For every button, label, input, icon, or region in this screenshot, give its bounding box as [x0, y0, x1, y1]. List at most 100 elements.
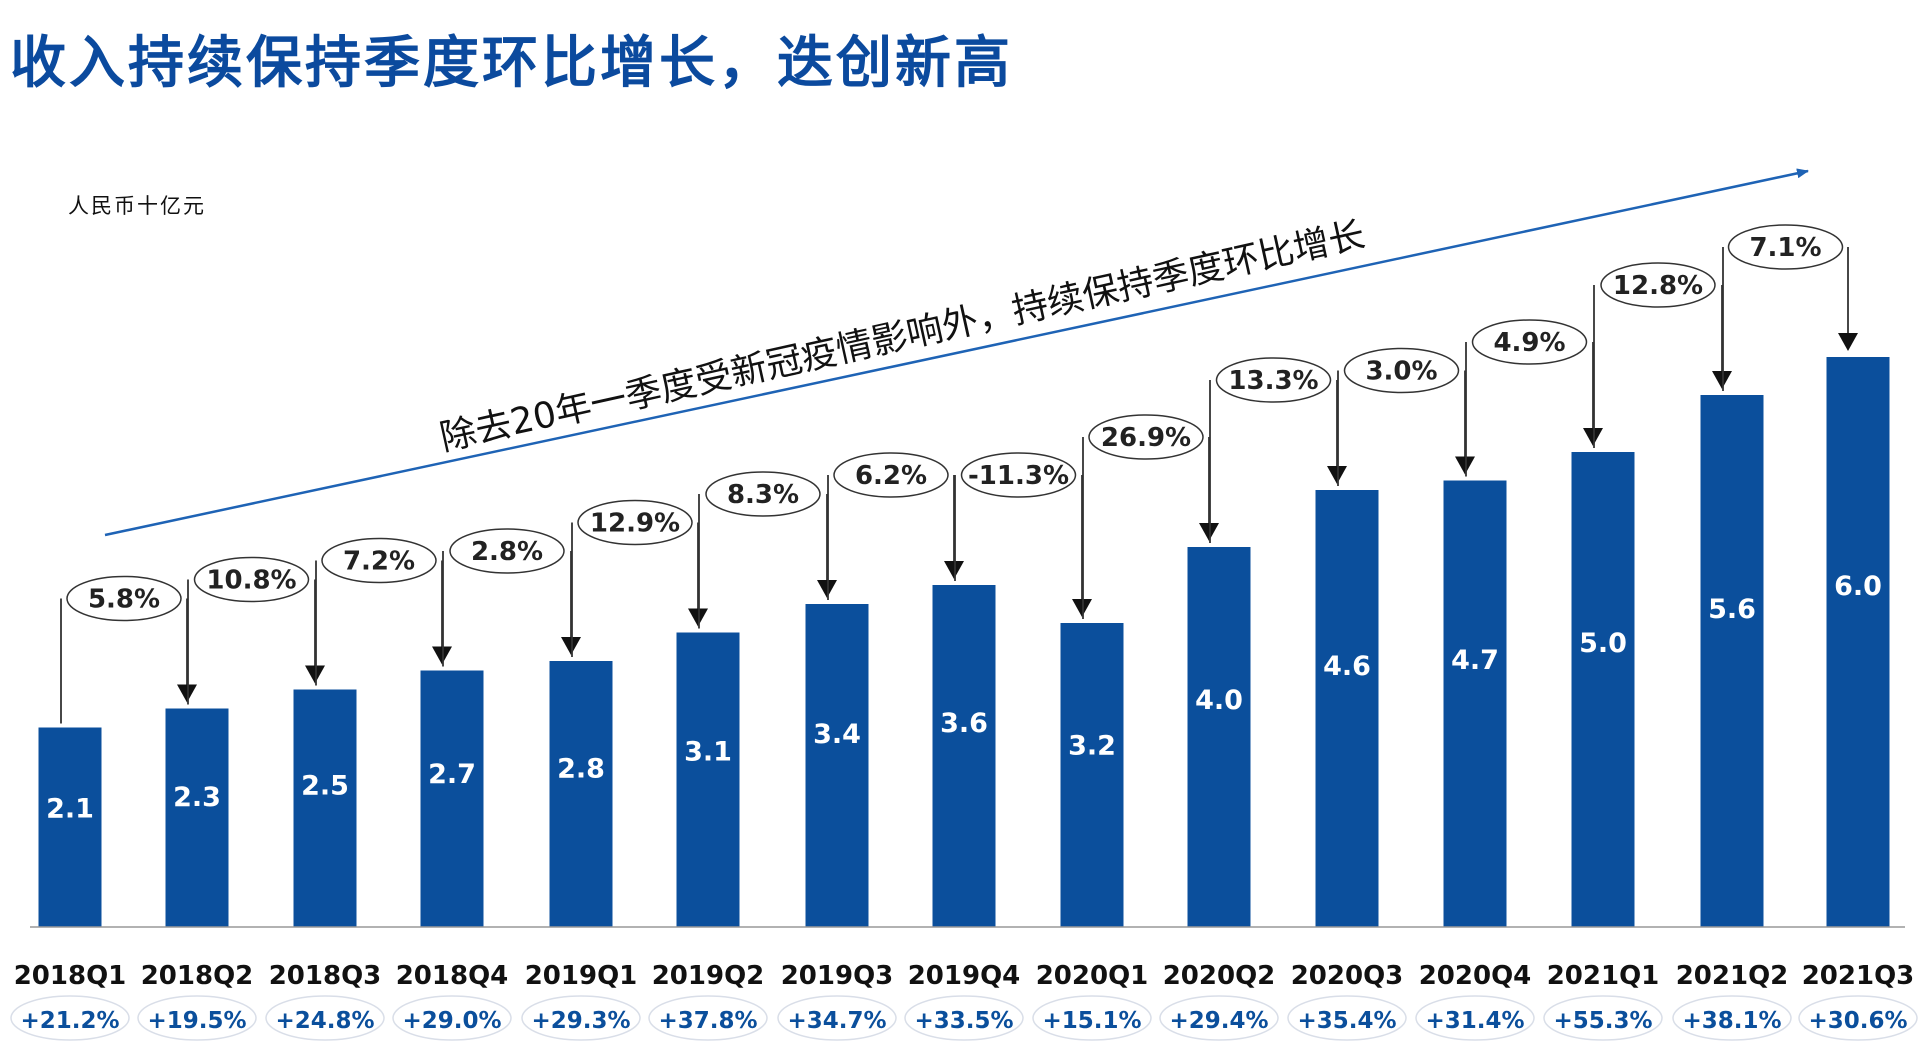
yoy-oval [777, 995, 897, 1041]
trend-annotation: 除去20年一季度受新冠疫情影响外，持续保持季度环比增长 [436, 214, 1368, 459]
yoy-growth-label: +30.6% [1808, 1008, 1907, 1034]
qoq-arrowhead [944, 561, 964, 579]
qoq-growth-label: 10.8% [206, 566, 296, 596]
bar-value-label: 2.1 [46, 793, 94, 824]
bar-value-label: 2.5 [301, 771, 349, 802]
qoq-oval [960, 452, 1077, 498]
category-label: 2019Q2 [652, 961, 765, 991]
bar-value-label: 3.2 [1068, 731, 1116, 762]
bar-2020Q3 [1315, 490, 1379, 927]
yoy-oval [648, 995, 768, 1041]
yoy-growth-label: +15.1% [1042, 1008, 1141, 1034]
yoy-oval [1032, 995, 1152, 1041]
qoq-oval [321, 537, 437, 584]
yoy-oval [1415, 995, 1535, 1041]
qoq-oval [1088, 414, 1204, 460]
yoy-oval [10, 995, 130, 1041]
category-label: 2021Q3 [1802, 961, 1915, 991]
qoq-oval [577, 499, 693, 546]
bar-value-label: 3.4 [813, 719, 861, 750]
bar-2021Q1 [1571, 452, 1635, 927]
yoy-oval [1543, 995, 1663, 1041]
bar-2018Q3 [293, 689, 357, 927]
yoy-oval [392, 995, 512, 1041]
yoy-growth-label: +55.3% [1553, 1008, 1652, 1034]
yoy-growth-label: +33.5% [914, 1008, 1013, 1034]
yoy-oval [137, 995, 257, 1041]
yoy-growth-label: +29.4% [1169, 1008, 1268, 1034]
qoq-arrowhead [688, 608, 708, 627]
category-label: 2018Q1 [14, 961, 127, 991]
category-label: 2021Q2 [1676, 961, 1789, 991]
yoy-growth-label: +19.5% [147, 1008, 246, 1034]
qoq-arrowhead [1455, 456, 1475, 475]
page-title: 收入持续保持季度环比增长，迭创新高 [10, 30, 1013, 96]
category-label: 2018Q2 [141, 961, 254, 991]
qoq-arrowhead [1838, 333, 1858, 351]
bar-2019Q1 [549, 661, 613, 927]
bar-2021Q2 [1700, 395, 1764, 927]
bar-value-label: 4.7 [1451, 645, 1499, 676]
bar-2021Q3 [1826, 357, 1890, 927]
category-label: 2020Q1 [1036, 961, 1149, 991]
category-label: 2021Q1 [1547, 961, 1660, 991]
qoq-growth-label: 13.3% [1228, 366, 1318, 396]
qoq-growth-label: 12.9% [590, 509, 680, 539]
qoq-oval [66, 575, 182, 622]
qoq-oval [1215, 357, 1332, 403]
qoq-arrowhead [1583, 428, 1603, 446]
yoy-growth-label: +29.3% [531, 1008, 630, 1034]
yoy-oval [1287, 995, 1407, 1041]
category-label: 2018Q4 [396, 961, 509, 991]
category-label: 2019Q4 [908, 961, 1021, 991]
bar-value-label: 2.7 [428, 759, 476, 790]
qoq-growth-label: 5.8% [88, 585, 160, 615]
yoy-growth-label: +38.1% [1682, 1008, 1781, 1034]
bar-2020Q2 [1187, 547, 1251, 927]
qoq-oval [1600, 262, 1716, 308]
qoq-arrowhead [1199, 523, 1219, 541]
qoq-growth-label: 12.8% [1613, 271, 1703, 301]
yoy-growth-label: +34.7% [787, 1008, 886, 1034]
yoy-growth-label: +37.8% [658, 1008, 757, 1034]
qoq-arrowhead [1712, 371, 1732, 389]
qoq-oval [449, 528, 565, 574]
bar-2018Q4 [420, 670, 484, 927]
bar-2020Q4 [1443, 480, 1507, 927]
qoq-growth-label: 6.2% [855, 461, 927, 491]
qoq-growth-label: 7.1% [1749, 233, 1821, 263]
bar-value-label: 3.1 [684, 736, 732, 767]
bar-value-label: 4.0 [1195, 685, 1243, 716]
qoq-growth-label: 3.0% [1365, 357, 1437, 387]
qoq-arrowhead [817, 580, 837, 598]
yoy-growth-label: +35.4% [1297, 1008, 1396, 1034]
yoy-oval [1798, 995, 1918, 1041]
yoy-oval [1159, 995, 1279, 1041]
yoy-oval [904, 995, 1024, 1041]
bar-2020Q1 [1060, 623, 1124, 927]
qoq-oval [705, 471, 821, 517]
yoy-growth-label: +24.8% [275, 1008, 374, 1034]
trend-arrow [104, 168, 1809, 537]
bar-2019Q4 [932, 585, 996, 927]
category-label: 2020Q4 [1419, 961, 1532, 991]
yoy-growth-label: +31.4% [1425, 1008, 1524, 1034]
bar-2018Q2 [165, 708, 229, 927]
qoq-growth-label: 26.9% [1101, 423, 1191, 453]
bar-value-label: 2.3 [173, 782, 221, 813]
qoq-arrowhead [305, 665, 325, 684]
qoq-oval [193, 556, 310, 603]
qoq-arrowhead [561, 637, 581, 655]
qoq-oval [1343, 347, 1460, 394]
qoq-growth-label: 7.2% [343, 547, 415, 577]
qoq-arrowhead [1327, 466, 1347, 484]
qoq-arrowhead [432, 646, 452, 665]
unit-label: 人民币十亿元 [68, 194, 206, 218]
yoy-oval [1672, 995, 1792, 1041]
qoq-growth-label: -11.3% [968, 461, 1069, 491]
qoq-arrowhead [177, 684, 197, 703]
bar-value-label: 5.6 [1708, 594, 1756, 625]
category-label: 2018Q3 [269, 961, 382, 991]
qoq-growth-label: 4.9% [1493, 328, 1565, 358]
